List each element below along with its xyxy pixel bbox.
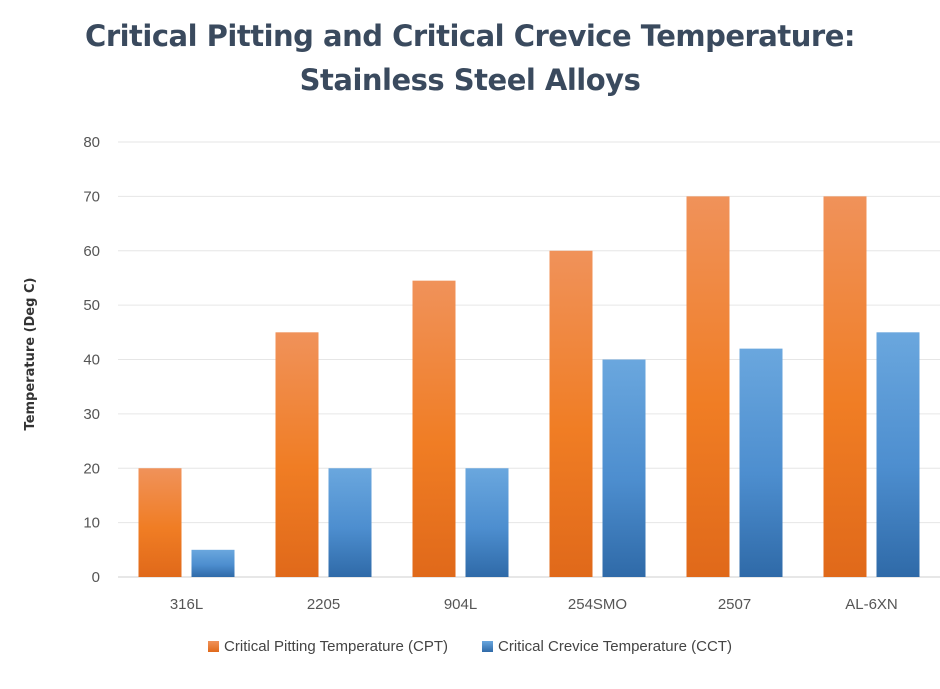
x-tick-label: 2507 bbox=[718, 596, 751, 613]
gridlines bbox=[118, 141, 940, 578]
legend-item-cpt: Critical Pitting Temperature (CPT) bbox=[208, 638, 448, 655]
legend-label-cpt: Critical Pitting Temperature (CPT) bbox=[224, 638, 448, 655]
y-tick-label: 60 bbox=[83, 243, 100, 260]
chart-title: Critical Pitting and Critical Crevice Te… bbox=[0, 14, 940, 102]
y-axis-label: Temperature (Deg C) bbox=[23, 278, 38, 431]
legend-swatch-cpt bbox=[208, 641, 220, 652]
bar-cpt-2507 bbox=[686, 196, 730, 577]
bar-cpt-316l bbox=[138, 468, 182, 577]
chart-title-line-2: Stainless Steel Alloys bbox=[299, 63, 641, 97]
legend-label-cct: Critical Crevice Temperature (CCT) bbox=[498, 638, 732, 655]
x-tick-label: 904L bbox=[444, 596, 477, 613]
legend: Critical Pitting Temperature (CPT) Criti… bbox=[0, 638, 940, 655]
bar-cpt-254smo bbox=[549, 250, 593, 577]
legend-swatch-cct bbox=[482, 641, 493, 652]
y-tick-label: 80 bbox=[83, 134, 100, 151]
bar-cct-2507 bbox=[739, 348, 783, 577]
bar-cpt-al-6xn bbox=[823, 196, 867, 577]
y-tick-label: 70 bbox=[83, 188, 100, 205]
x-tick-label: 316L bbox=[170, 596, 203, 613]
bar-cct-al-6xn bbox=[876, 332, 920, 577]
y-tick-label: 40 bbox=[83, 352, 100, 369]
bar-cpt-904l bbox=[412, 280, 456, 577]
y-tick-label: 10 bbox=[83, 515, 100, 532]
bar-cct-2205 bbox=[328, 468, 372, 577]
y-axis-ticks: 0 10 20 30 40 50 60 70 80 bbox=[83, 134, 100, 586]
y-tick-label: 30 bbox=[83, 406, 100, 423]
legend-item-cct: Critical Crevice Temperature (CCT) bbox=[482, 638, 732, 655]
y-tick-label: 20 bbox=[83, 460, 100, 477]
bar-cpt-2205 bbox=[275, 332, 319, 577]
y-tick-label: 50 bbox=[83, 297, 100, 314]
x-tick-label: 254SMO bbox=[568, 596, 627, 613]
bar-cct-316l bbox=[191, 549, 235, 577]
bar-cct-254smo bbox=[602, 359, 646, 577]
y-tick-label: 0 bbox=[92, 569, 100, 586]
bars bbox=[138, 196, 920, 577]
x-tick-label: 2205 bbox=[307, 596, 340, 613]
x-tick-label: AL-6XN bbox=[845, 596, 898, 613]
x-axis-ticks: 316L 2205 904L 254SMO 2507 AL-6XN bbox=[170, 596, 898, 613]
chart-title-line-1: Critical Pitting and Critical Crevice Te… bbox=[85, 19, 855, 53]
bar-cct-904l bbox=[465, 468, 509, 577]
